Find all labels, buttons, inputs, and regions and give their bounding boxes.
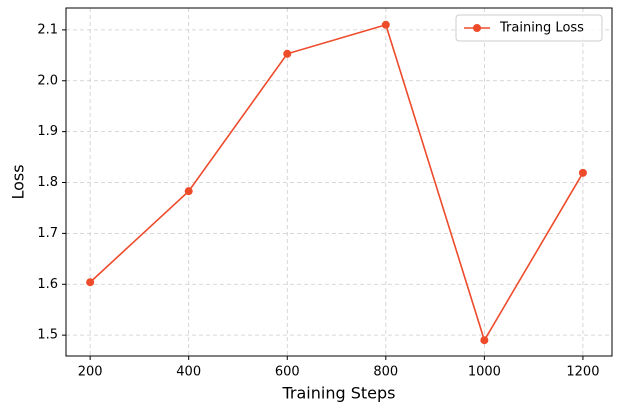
y-tick-label: 1.8 (37, 175, 58, 190)
x-tick-label: 1200 (566, 365, 599, 380)
legend-marker (473, 24, 481, 32)
point (381, 20, 390, 29)
point (480, 336, 489, 345)
y-axis-label: Loss (9, 164, 28, 199)
point (86, 278, 95, 287)
point (184, 187, 193, 196)
y-tick-label: 2.0 (37, 73, 58, 88)
point (578, 168, 587, 177)
legend-box (455, 14, 603, 42)
y-tick-label: 1.5 (37, 328, 58, 343)
x-tick-label: 1000 (468, 365, 501, 380)
y-tick-label: 2.1 (37, 22, 58, 37)
x-tick-label: 600 (275, 365, 300, 380)
x-tick-label: 200 (78, 365, 103, 380)
x-tick-label: 800 (373, 365, 398, 380)
line (89, 23, 584, 343)
x-tick-label: 400 (176, 365, 201, 380)
x-axis-label: Training Steps (282, 384, 396, 403)
y-tick-label: 1.6 (37, 277, 58, 292)
y-tick-label: 1.9 (37, 124, 58, 139)
plot-frame (65, 7, 613, 357)
y-tick-label: 1.7 (37, 226, 58, 241)
point (283, 49, 292, 58)
legend-label: Training Loss (499, 21, 584, 36)
